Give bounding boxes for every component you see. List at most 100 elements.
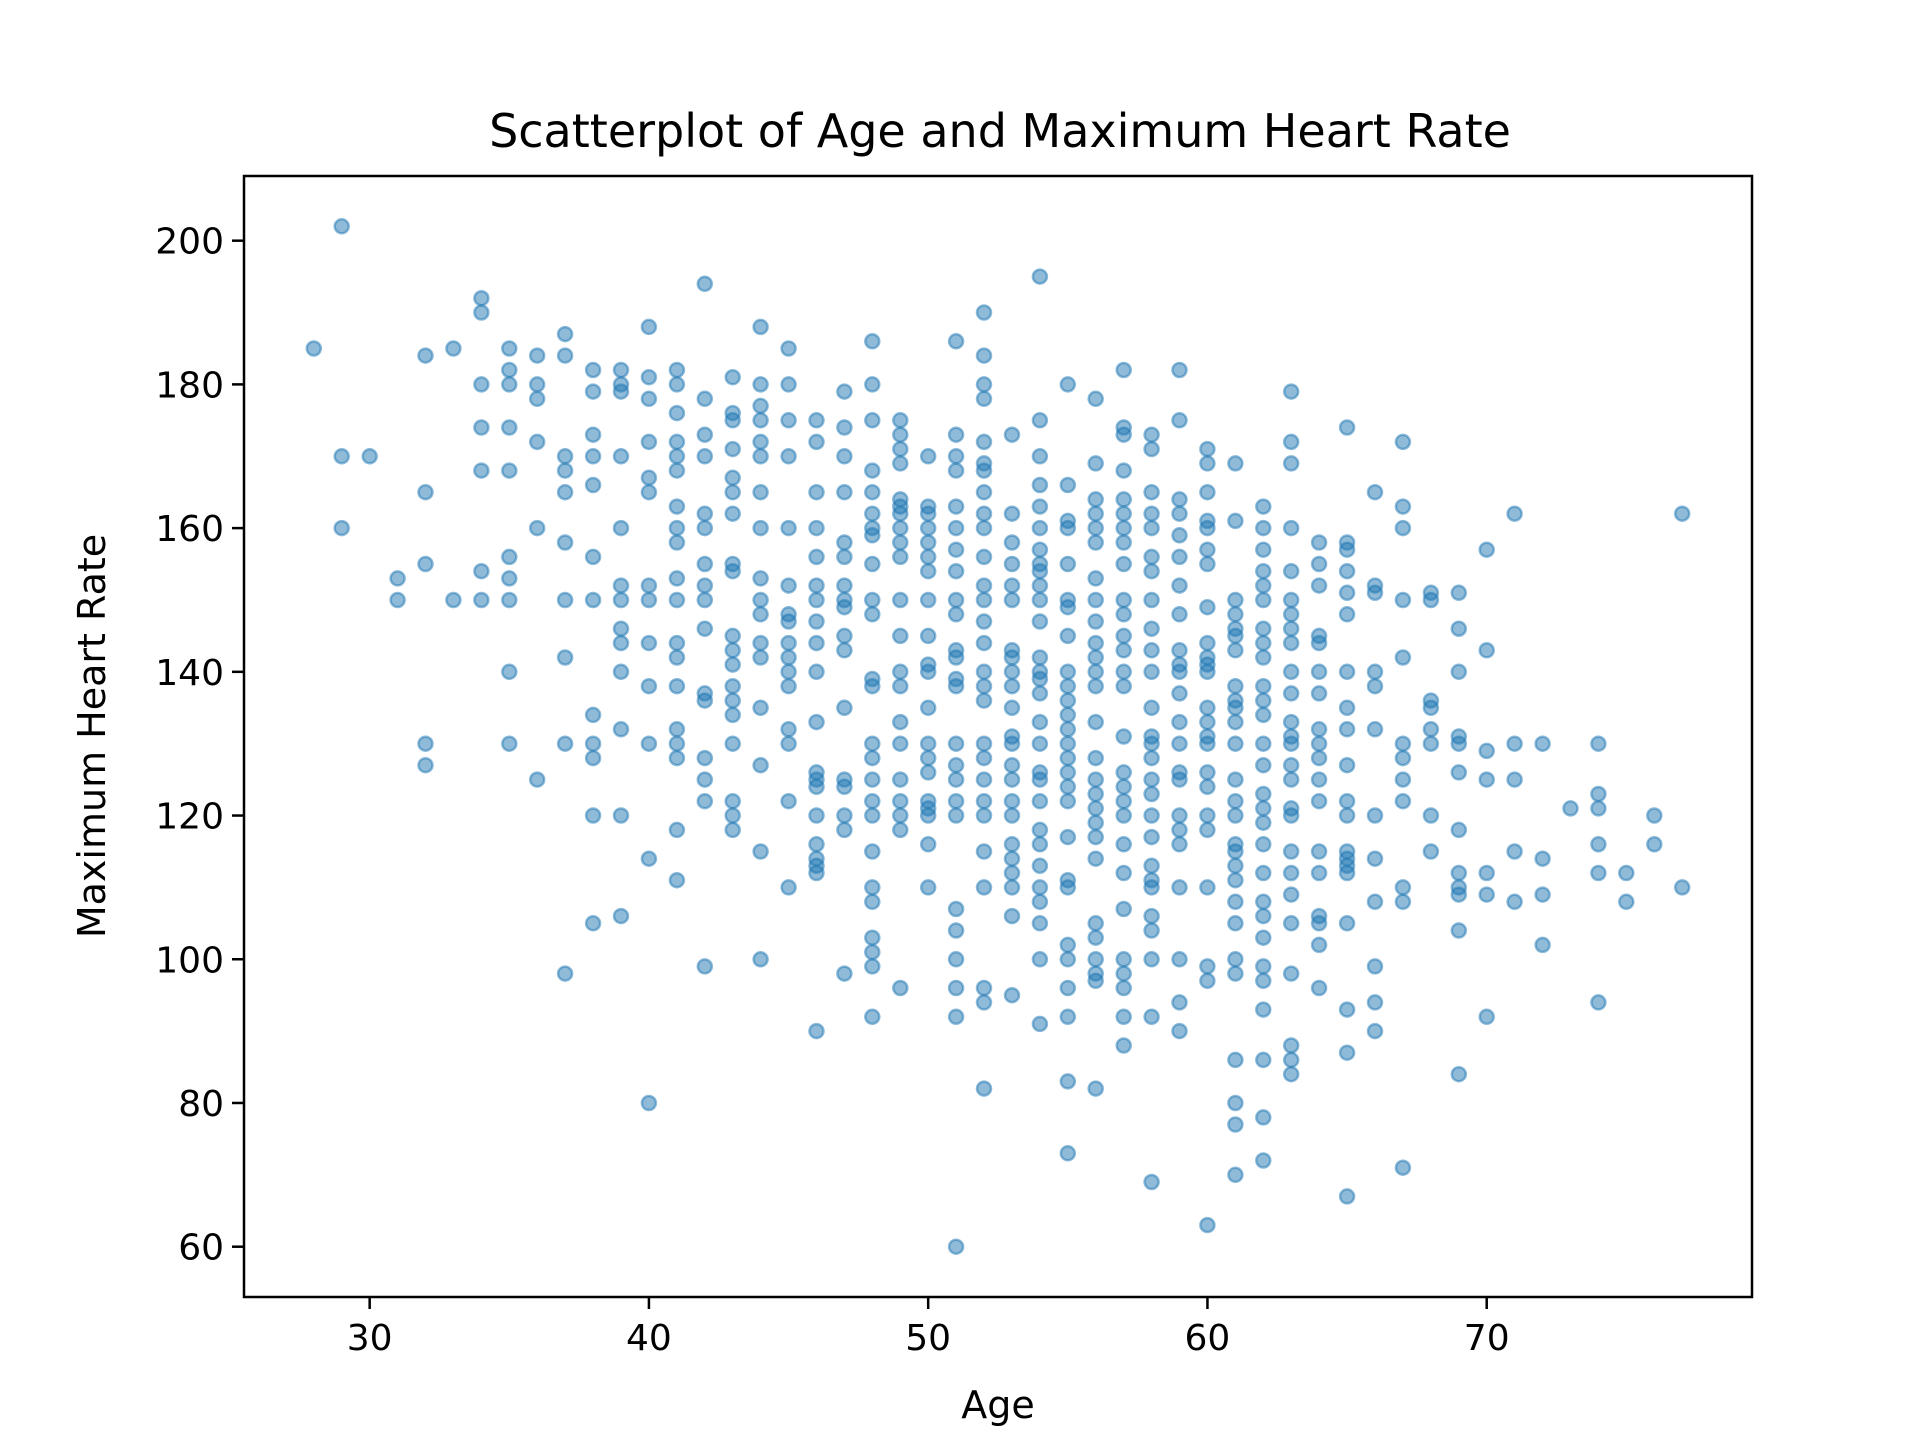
data-point [724,469,741,487]
data-point [1115,519,1132,537]
data-point [1087,649,1104,666]
data-point [864,591,881,609]
data-point [780,735,797,752]
data-point [696,519,714,537]
data-point [612,577,630,594]
data-point [1227,606,1244,623]
data-point [919,627,937,645]
data-point [1478,742,1495,760]
data-point [1310,721,1328,738]
data-point [1087,455,1104,472]
data-point [1115,426,1132,443]
data-point [1031,821,1049,839]
data-point [780,613,797,630]
data-point [1115,778,1132,796]
data-point [1143,426,1160,443]
data-point [1394,735,1412,752]
data-point [1282,843,1300,860]
data-point [975,433,993,451]
data-point [1115,627,1132,645]
data-point [919,807,937,824]
data-point [1255,649,1272,666]
data-point [1227,1051,1244,1069]
data-point [1282,663,1300,681]
data-point [1171,713,1188,731]
data-point [640,850,658,867]
data-point [1255,692,1272,709]
data-point [975,304,993,321]
data-point [1450,584,1468,602]
data-point [1227,713,1244,731]
data-point [584,361,602,379]
data-point [1059,1073,1077,1090]
data-point [919,562,937,580]
data-point [1394,771,1412,788]
data-point [584,735,602,752]
data-point [947,792,965,810]
data-point [919,534,937,551]
data-point [1450,1065,1468,1083]
data-point [1310,771,1328,788]
data-point [836,448,853,465]
data-point [864,929,881,946]
data-point [1143,548,1160,566]
data-point [1087,814,1104,831]
data-point [556,325,574,343]
data-point [1059,879,1077,896]
data-point [1199,541,1216,558]
data-point [1422,843,1440,860]
data-point [1143,699,1160,717]
data-point [1450,764,1468,781]
data-point [1282,735,1300,752]
data-point [668,519,686,537]
data-point [724,656,741,673]
data-point [584,591,602,609]
data-point [1087,613,1104,630]
data-point [1031,613,1049,630]
data-point [975,677,993,695]
data-point [808,613,825,630]
data-point [892,426,909,443]
data-point [1255,958,1272,975]
data-point [1003,505,1021,522]
data-point [668,433,686,451]
data-point [1590,785,1607,803]
data-point [473,289,490,307]
data-point [1199,440,1216,458]
data-point [1534,936,1551,954]
data-point [1422,807,1440,824]
data-point [752,756,769,774]
data-point [612,448,630,465]
data-point [836,419,853,436]
data-point [1478,642,1495,659]
data-point [1422,735,1440,752]
data-point [780,412,797,429]
plot-frame [242,174,1754,1299]
data-point [1171,527,1188,544]
data-point [668,376,686,393]
x-tick-label: 70 [1464,1318,1510,1359]
data-point [417,555,434,573]
data-point [417,347,434,364]
data-point [892,412,909,429]
data-point [947,462,965,479]
data-point [1171,663,1188,681]
data-point [1450,663,1468,681]
data-point [668,591,686,609]
data-point [696,620,714,637]
data-point [1115,900,1132,918]
data-point [1031,268,1049,285]
data-point [1087,800,1104,817]
data-point [808,577,825,594]
data-point [1282,685,1300,702]
data-point [1087,771,1104,788]
data-point [1059,627,1077,645]
data-point [501,462,518,479]
data-point [640,390,658,408]
data-point [668,462,686,479]
data-point [1115,965,1132,982]
data-point [501,548,518,566]
data-point [1590,864,1607,882]
data-point [1255,864,1272,882]
data-point [836,598,853,616]
